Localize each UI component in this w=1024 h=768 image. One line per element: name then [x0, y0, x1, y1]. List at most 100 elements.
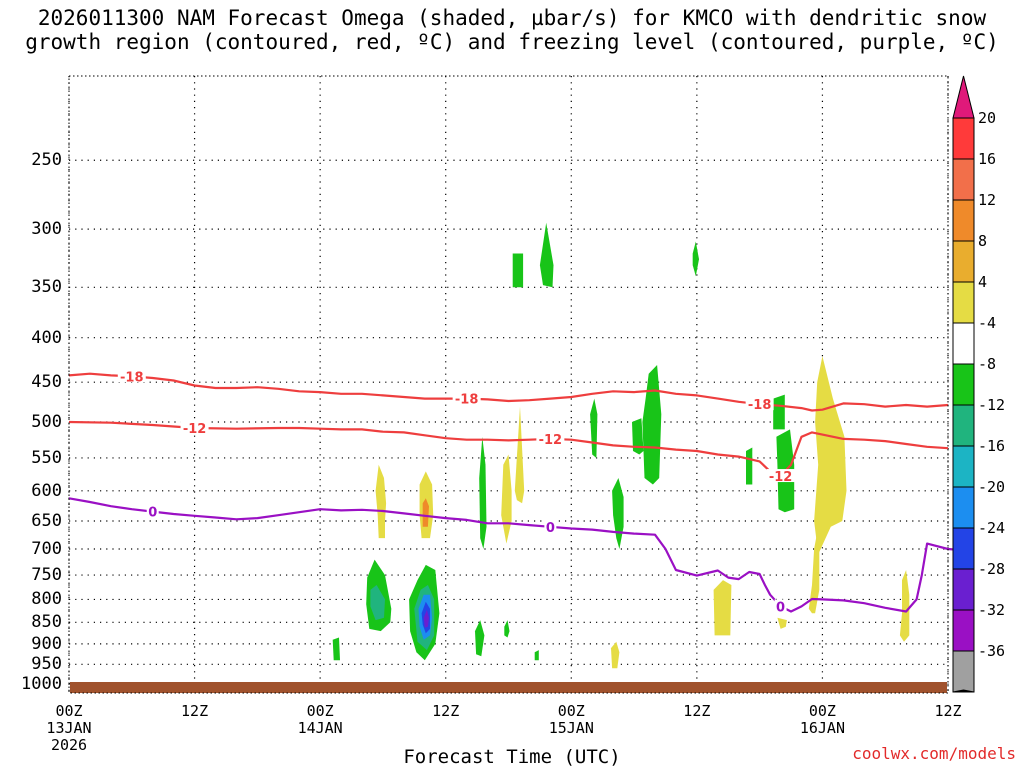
- colorbar-bin-13: [952, 650, 975, 693]
- omega-patch-20: [612, 478, 624, 549]
- contour-label-bg--18C-1: [452, 391, 481, 405]
- colorbar-label: -32: [978, 601, 1006, 619]
- y-tick-label: 900: [31, 633, 62, 654]
- contour-label-bg--12C-2: [766, 469, 795, 483]
- y-tick-label: 850: [31, 612, 62, 633]
- y-tick-label: 300: [31, 219, 62, 240]
- colorbar-top-arrow: [952, 75, 975, 119]
- contour-label--18C-1: -18: [455, 393, 479, 408]
- x-tick-label: 00Z 16JAN: [799, 702, 845, 737]
- colorbar-bin-11: [952, 568, 975, 611]
- y-tick-label: 800: [31, 589, 62, 610]
- omega-patch-18: [539, 222, 554, 288]
- omega-patch-29: [777, 617, 787, 629]
- omega-patch-32: [899, 570, 910, 642]
- x-tick-label: 12Z: [934, 702, 962, 720]
- colorbar-bottom-arrow: [952, 689, 975, 693]
- omega-patch-30: [808, 521, 820, 614]
- omega-patch-2: [422, 498, 429, 527]
- contour-label--18C-2: -18: [748, 398, 772, 413]
- contour-label-bg--12C-0: [180, 420, 209, 434]
- omega-patch-13: [504, 620, 510, 638]
- omega-patch-16: [534, 650, 539, 661]
- y-tick-label: 350: [31, 277, 62, 298]
- y-tick-label: 650: [31, 511, 62, 532]
- x-tick-label: 12Z: [181, 702, 209, 720]
- colorbar-bin-8: [952, 445, 975, 488]
- contour-label-bg-0C-1: [544, 519, 557, 533]
- omega-patch-9: [423, 609, 429, 628]
- contour--12C: [68, 420, 949, 478]
- y-tick-label: 250: [31, 150, 62, 171]
- omega-patch-14: [501, 454, 512, 544]
- colorbar-label: 20: [978, 109, 997, 127]
- y-tick-label: 450: [31, 372, 62, 393]
- contour-label-bg-0C-2: [774, 599, 787, 613]
- colorbar-bin-0: [952, 117, 975, 160]
- x-tick-label: 12Z: [683, 702, 711, 720]
- contour-label-bg-0C-0: [146, 504, 159, 518]
- colorbar-bin-4: [952, 281, 975, 324]
- omega-patch-4: [370, 585, 385, 621]
- contour-lines: -18 -18 -18 -12 -12 -12 0 0 0: [68, 369, 969, 615]
- colorbar-label: -4: [978, 314, 997, 332]
- omega-patch-12: [475, 620, 485, 657]
- colorbar: [952, 75, 975, 693]
- omega-patch-19: [590, 398, 598, 458]
- omega-patch-26: [746, 447, 753, 485]
- contour-label-0C-1: 0: [546, 521, 555, 536]
- contour-label--12C-0: -12: [183, 422, 207, 437]
- x-axis-title: Forecast Time (UTC): [403, 746, 621, 768]
- omega-patch-24: [692, 241, 699, 277]
- x-tick-label: 00Z 15JAN: [548, 702, 594, 737]
- omega-patch-17: [512, 253, 524, 288]
- omega-patch-25: [713, 580, 732, 636]
- y-tick-label: 950: [31, 654, 62, 675]
- y-tick-label: 500: [31, 411, 62, 432]
- y-tick-label: 750: [31, 565, 62, 586]
- colorbar-bin-1: [952, 158, 975, 201]
- y-tick-label: 400: [31, 327, 62, 348]
- omega-patch-0: [375, 464, 387, 539]
- colorbar-label: 8: [978, 232, 988, 250]
- colorbar-label: -28: [978, 560, 1006, 578]
- contour-label-0C-2: 0: [776, 600, 785, 615]
- contour-0C: [68, 497, 969, 613]
- colorbar-bin-9: [952, 486, 975, 529]
- colorbar-label: -36: [978, 642, 1006, 660]
- colorbar-label: 16: [978, 150, 997, 168]
- contour-label-bg--18C-0: [117, 369, 146, 383]
- contour-label--12C-1: -12: [539, 433, 563, 448]
- contour-label-bg--18C-2: [745, 397, 774, 411]
- colorbar-label: -16: [978, 437, 1006, 455]
- colorbar-label: 4: [978, 273, 988, 291]
- omega-shading: [332, 222, 910, 669]
- colorbar-bin-5: [952, 322, 975, 365]
- colorbar-bin-7: [952, 404, 975, 447]
- chart-title-line2: growth region (contoured, red, ºC) and f…: [25, 30, 999, 54]
- colorbar-label: 12: [978, 191, 997, 209]
- omega-patch-15: [514, 406, 525, 504]
- y-tick-label: 550: [31, 447, 62, 468]
- y-tick-label: 600: [31, 480, 62, 501]
- colorbar-bin-12: [952, 609, 975, 652]
- contour--18C: [68, 372, 949, 412]
- omega-patch-31: [814, 356, 847, 555]
- x-tick-label: 00Z 14JAN: [297, 702, 343, 737]
- colorbar-bin-10: [952, 527, 975, 570]
- colorbar-bin-2: [952, 199, 975, 242]
- contour-label-bg--12C-1: [536, 431, 565, 445]
- omega-patch-21: [611, 641, 620, 669]
- contour-label--18C-0: -18: [120, 370, 144, 385]
- contour-label-0C-0: 0: [148, 506, 157, 521]
- x-tick-label: 12Z: [432, 702, 460, 720]
- omega-patch-22: [632, 418, 644, 455]
- omega-patch-11: [479, 436, 487, 549]
- colorbar-label: -20: [978, 478, 1006, 496]
- omega-patch-27: [773, 394, 785, 430]
- colorbar-bin-6: [952, 363, 975, 406]
- colorbar-label: -8: [978, 355, 997, 373]
- contour-label--12C-2: -12: [769, 470, 793, 485]
- credit-link[interactable]: coolwx.com/models: [852, 744, 1016, 763]
